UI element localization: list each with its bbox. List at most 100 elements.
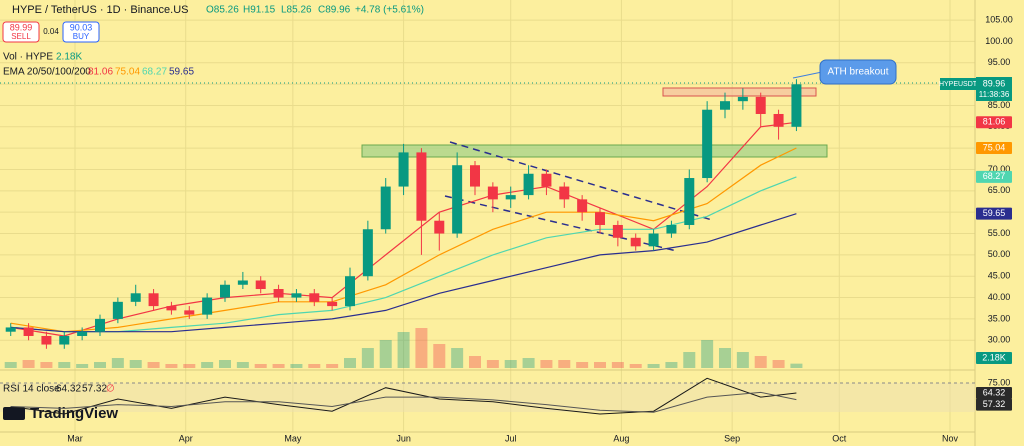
y-tick-label: 50.00	[988, 249, 1011, 259]
logo-mark	[3, 407, 25, 420]
volume-bar	[58, 362, 71, 368]
candle-body	[541, 173, 552, 187]
volume-bar	[165, 364, 178, 368]
volume-bar	[183, 364, 196, 368]
y-tick-label: 40.00	[988, 292, 1011, 302]
rsi-tag-bg	[976, 398, 1012, 411]
rsi-line	[10, 377, 797, 415]
ema-tag: 68.27	[983, 171, 1006, 181]
ema-line	[10, 121, 797, 337]
logo-text: TradingView	[30, 405, 118, 422]
candle-body	[148, 293, 159, 307]
candle-body	[416, 152, 427, 221]
volume-bar	[772, 360, 785, 368]
volume-bar	[361, 348, 374, 368]
volume-bar	[111, 358, 124, 368]
candle-body	[755, 96, 766, 114]
volume-bar	[558, 360, 571, 368]
candle-body	[791, 84, 802, 127]
callout-pointer	[792, 71, 823, 79]
y-tick-label: 70.00	[988, 164, 1011, 174]
candle-body	[380, 186, 391, 230]
ema-value: 68.27	[142, 67, 167, 78]
candle-body	[166, 306, 177, 311]
volume-bar	[379, 340, 392, 368]
volume-bar	[397, 332, 410, 368]
candle-body	[184, 310, 195, 315]
volume-bar	[415, 328, 428, 368]
logo[interactable]: TradingView	[3, 405, 118, 422]
volume-bar	[611, 362, 624, 368]
candle-body	[505, 195, 516, 200]
y-tick-label: 35.00	[988, 313, 1011, 323]
candle-body	[202, 297, 213, 315]
volume-bar	[290, 364, 303, 368]
rsi-label: RSI 14 close	[3, 384, 60, 395]
buy-label: BUY	[73, 32, 90, 41]
candle-body	[309, 293, 320, 302]
rsi-value: 57.32	[82, 384, 107, 395]
candle-body	[452, 165, 463, 234]
ema-tag-bg	[976, 141, 1012, 154]
candle-body	[523, 173, 534, 196]
volume-bar	[504, 360, 517, 368]
channel-upper	[449, 141, 713, 221]
volume-bar	[719, 348, 731, 368]
ema-tag: 59.65	[983, 208, 1006, 218]
volume-bar	[344, 358, 356, 368]
symbol[interactable]: HYPE / TetherUS · 1D · Binance.US	[12, 4, 188, 16]
candle-body	[773, 113, 784, 127]
ema-tag: 75.04	[983, 142, 1006, 152]
candle-body	[666, 224, 677, 234]
candle-body	[434, 220, 445, 234]
volume-tag-bg	[976, 352, 1012, 364]
volume-bar	[147, 362, 160, 368]
ohlc-close: C89.96	[318, 5, 351, 16]
volume-bar	[129, 360, 142, 368]
volume-bar	[629, 364, 642, 368]
rsi-extra: ∅	[106, 384, 115, 395]
volume-bar	[219, 360, 231, 368]
candle-body	[41, 335, 52, 345]
sell-label: SELL	[11, 32, 31, 41]
rsi-tag: 64.32	[983, 387, 1006, 397]
buy-price: 90.03	[70, 22, 93, 32]
y-tick-label: 105.00	[985, 14, 1013, 24]
ohlc-open: O85.26	[206, 5, 239, 16]
sell-button[interactable]	[2, 21, 40, 43]
candle-body	[702, 109, 713, 179]
volume-bar	[522, 358, 535, 368]
candle-body	[398, 152, 409, 187]
x-tick-label: Oct	[832, 433, 847, 443]
x-tick-label: Jul	[505, 433, 517, 443]
rsi-band	[0, 383, 975, 412]
candle-body	[720, 101, 730, 110]
volume-bar	[4, 362, 17, 368]
candle-body	[237, 280, 248, 285]
rsi-tag: 57.32	[983, 399, 1006, 409]
y-tick-label: 55.00	[988, 228, 1011, 238]
candle-body	[130, 293, 141, 302]
volume-bar	[540, 360, 553, 368]
buy-button[interactable]	[62, 21, 100, 43]
candle-body	[595, 212, 605, 225]
candle-body	[487, 186, 498, 200]
volume-bar	[754, 356, 767, 368]
volume-bar	[683, 352, 696, 368]
rsi-line	[10, 391, 797, 413]
ema-line	[10, 176, 797, 333]
candle-body	[327, 301, 338, 307]
price-axis	[975, 0, 1024, 446]
y-tick-label: 100.00	[985, 36, 1013, 46]
volume-bar	[647, 364, 660, 368]
x-tick-label: Apr	[179, 433, 193, 443]
ema-line	[10, 213, 797, 333]
ema-value: 75.04	[115, 67, 140, 78]
spread: 0.04	[43, 27, 59, 36]
last-price: 89.96	[983, 78, 1006, 88]
x-tick-label: Nov	[942, 433, 959, 443]
volume-value: 2.18K	[56, 52, 82, 63]
symbol-tag: HYPEUSDT	[939, 81, 978, 88]
ema-tag: 81.06	[983, 117, 1006, 127]
volume-bar	[594, 362, 606, 368]
